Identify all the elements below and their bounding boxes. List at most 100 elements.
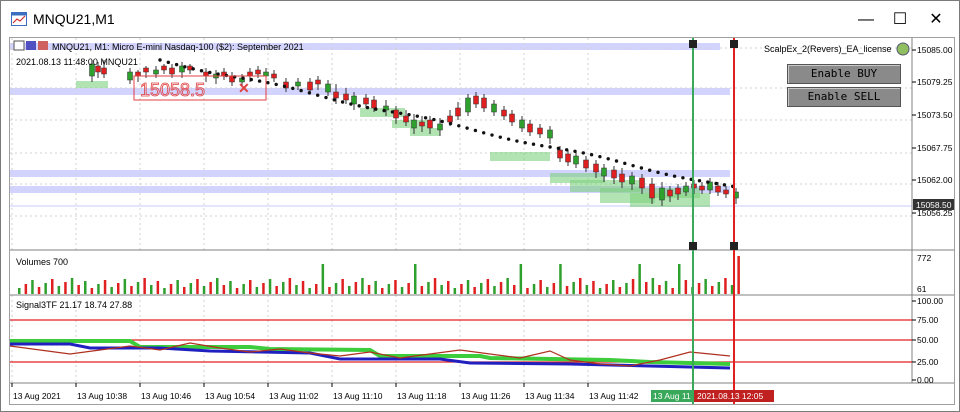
- ea-label: ScalpEx_2(Revers)_EA_license: [764, 44, 892, 54]
- volume-bar: [256, 287, 259, 294]
- trailing-stop-dot: [499, 135, 502, 138]
- volume-bar: [216, 278, 219, 294]
- volume-bar: [104, 280, 107, 294]
- trailing-stop-dot: [183, 65, 186, 68]
- volume-bar: [209, 282, 212, 294]
- volume-bar: [526, 288, 529, 294]
- trailing-stop-dot: [308, 91, 311, 94]
- candle-body: [264, 72, 269, 76]
- price-tick: 15085.00: [917, 45, 953, 55]
- candle-body: [162, 66, 167, 70]
- volume-bar: [559, 264, 562, 294]
- volume-bar: [77, 285, 80, 294]
- volume-bar: [64, 282, 67, 294]
- volume-bar: [137, 282, 140, 294]
- candle-body: [492, 104, 497, 112]
- volume-bar: [480, 283, 483, 294]
- close-button[interactable]: ✕: [921, 9, 951, 31]
- enable-buy-button[interactable]: Enable BUY: [787, 64, 901, 84]
- volume-bar: [671, 288, 674, 294]
- candle-body: [602, 168, 607, 176]
- volume-bar: [599, 288, 602, 294]
- candle-body: [684, 186, 689, 192]
- trailing-stop-dot: [391, 110, 394, 113]
- maximize-button[interactable]: ☐: [885, 9, 915, 31]
- candle-body: [404, 116, 409, 122]
- trailing-stop-dot: [382, 109, 385, 112]
- volume-bar: [170, 284, 173, 294]
- trailing-stop-dot: [283, 85, 286, 88]
- trailing-stop-dot: [656, 171, 659, 174]
- chart-type-icon[interactable]: [14, 41, 24, 50]
- candle-body: [538, 128, 543, 134]
- candle-body: [668, 190, 673, 196]
- volume-bar: [150, 285, 153, 294]
- volume-tick: 772: [917, 253, 931, 263]
- signal-tick: 0.00: [917, 375, 934, 385]
- trailing-stop-dot: [623, 162, 626, 165]
- signal-tick: 75.00: [917, 315, 939, 325]
- trailing-stop-dot: [349, 102, 352, 105]
- time-tick: 13 Aug 11:42: [589, 391, 639, 401]
- volume-bar: [632, 279, 635, 294]
- volume-bar: [190, 283, 193, 294]
- volume-bar: [625, 283, 628, 294]
- volume-bar: [447, 281, 450, 294]
- price-box-label: 15058.5: [140, 80, 205, 100]
- price-tick: 15067.75: [917, 143, 953, 153]
- volume-bar: [242, 284, 245, 294]
- candle-body: [136, 72, 141, 76]
- trailing-stop-dot: [582, 151, 585, 154]
- volume-bar: [355, 282, 358, 294]
- volume-bar: [84, 281, 87, 294]
- volume-bar: [612, 280, 615, 294]
- candle-body: [248, 72, 253, 76]
- volume-bar: [619, 287, 622, 294]
- volume-bar: [91, 288, 94, 294]
- candle-body: [326, 84, 331, 92]
- candle-body: [528, 124, 533, 132]
- volume-bar: [434, 278, 437, 294]
- candle-body: [650, 184, 655, 198]
- enable-sell-button[interactable]: Enable SELL: [787, 87, 901, 107]
- trailing-stop-dot: [407, 113, 410, 116]
- volume-tick: 61: [917, 284, 927, 294]
- volume-bar: [592, 281, 595, 294]
- volume-bar: [361, 278, 364, 294]
- trailing-stop-dot: [524, 141, 527, 144]
- candle-body: [716, 186, 721, 192]
- level-band: [10, 88, 730, 95]
- volume-bar: [110, 287, 113, 294]
- candle-body: [420, 122, 425, 126]
- trailing-stop-dot: [441, 120, 444, 123]
- trailing-stop-dot: [465, 126, 468, 129]
- volume-bar: [18, 288, 21, 294]
- candle-body: [170, 68, 175, 74]
- trailing-stop-dot: [673, 174, 676, 177]
- candle-body: [448, 116, 453, 122]
- candle-body: [316, 80, 321, 84]
- signal-label: Signal3TF 21.17 18.74 27.88: [16, 300, 132, 310]
- trailing-stop-dot: [640, 166, 643, 169]
- trailing-stop-dot: [565, 148, 568, 151]
- volume-bar: [388, 284, 391, 294]
- volume-bar: [335, 283, 338, 294]
- trailing-stop-dot: [258, 79, 261, 82]
- minimize-button[interactable]: —: [851, 9, 881, 31]
- chart-area[interactable]: 15058.5 ✕ MNQU21, M1: Micro E-mini Nasda…: [9, 37, 955, 405]
- candle-body: [272, 74, 277, 78]
- trailing-stop-dot: [515, 139, 518, 142]
- trailing-stop-dot: [175, 63, 178, 66]
- volume-bar: [440, 285, 443, 294]
- volume-bar: [520, 264, 523, 294]
- volume-bar: [539, 280, 542, 294]
- ea-smile-icon[interactable]: [897, 43, 909, 55]
- volume-bar: [718, 282, 721, 294]
- volume-bar: [368, 285, 371, 294]
- trailing-stop-dot: [192, 67, 195, 70]
- price-tick: 15073.50: [917, 110, 953, 120]
- volume-bar: [506, 278, 509, 294]
- volume-bar: [374, 281, 377, 294]
- volume-bar: [289, 278, 292, 294]
- volume-bar: [704, 279, 707, 294]
